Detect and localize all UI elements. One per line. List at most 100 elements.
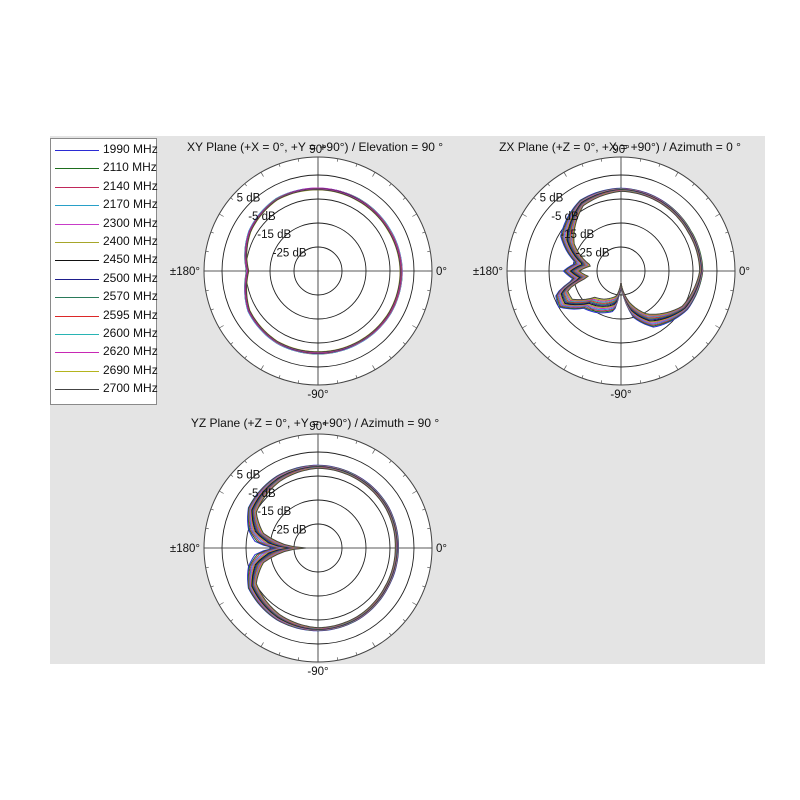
- tick-mark: [427, 566, 431, 569]
- tick-mark: [219, 490, 224, 494]
- tick-mark: [297, 158, 300, 162]
- angle-label-top: 90°: [612, 144, 629, 156]
- tick-mark: [210, 231, 214, 234]
- tick-mark: [205, 566, 209, 569]
- tick-mark: [412, 213, 417, 217]
- legend-label: 2300 MHz: [103, 215, 158, 230]
- tick-mark: [260, 642, 264, 647]
- ring-label: -15 dB: [257, 506, 291, 518]
- angle-label-right: 0°: [739, 266, 750, 278]
- tick-mark: [639, 158, 642, 162]
- angle-label-right: 0°: [436, 266, 447, 278]
- tick-mark: [230, 197, 234, 200]
- tick-mark: [658, 163, 661, 167]
- angle-label-left: ±180°: [473, 266, 503, 278]
- tick-mark: [278, 440, 281, 444]
- tick-mark: [219, 213, 224, 217]
- tick-mark: [372, 365, 376, 370]
- tick-mark: [522, 325, 527, 329]
- legend-swatch: [55, 186, 99, 188]
- series-line: [567, 190, 701, 315]
- tick-mark: [422, 308, 426, 311]
- tick-mark: [244, 355, 247, 359]
- angle-label-bottom: -90°: [307, 389, 328, 401]
- tick-mark: [533, 342, 537, 345]
- tick-mark: [412, 325, 417, 329]
- legend-item: 2690 MHz: [51, 362, 158, 380]
- tick-mark: [205, 250, 209, 253]
- tick-mark: [427, 289, 431, 292]
- legend-swatch: [55, 315, 99, 317]
- tick-mark: [297, 435, 300, 439]
- angle-label-left: ±180°: [170, 266, 200, 278]
- tick-mark: [244, 460, 247, 464]
- tick-mark: [508, 250, 512, 253]
- legend-swatch: [55, 389, 99, 391]
- legend-item: 2500 MHz: [51, 270, 158, 288]
- ring-label: -15 dB: [257, 229, 291, 241]
- tick-mark: [336, 158, 339, 162]
- legend-item: 1990 MHz: [51, 141, 158, 159]
- series-line: [245, 189, 401, 353]
- angle-label-left: ±180°: [170, 543, 200, 555]
- ring-label: -25 dB: [273, 248, 307, 260]
- tick-mark: [372, 449, 376, 454]
- tick-mark: [715, 325, 720, 329]
- tick-mark: [402, 619, 406, 622]
- tick-mark: [422, 231, 426, 234]
- tick-mark: [675, 365, 679, 370]
- angle-label-top: 90°: [309, 144, 326, 156]
- tick-mark: [600, 380, 603, 384]
- tick-mark: [355, 375, 358, 379]
- legend-label: 2170 MHz: [103, 197, 158, 212]
- angle-label-right: 0°: [436, 543, 447, 555]
- plot-title: ZX Plane (+Z = 0°, +X = +90°) / Azimuth …: [499, 140, 741, 154]
- legend-label: 1990 MHz: [103, 142, 158, 156]
- legend-swatch: [55, 278, 99, 280]
- tick-mark: [513, 231, 517, 234]
- legend-item: 2140 MHz: [51, 178, 158, 196]
- legend-swatch: [55, 205, 99, 207]
- tick-mark: [278, 375, 281, 379]
- tick-mark: [658, 375, 661, 379]
- legend-swatch: [55, 297, 99, 299]
- tick-mark: [219, 602, 224, 606]
- legend-label: 2450 MHz: [103, 252, 158, 267]
- ring-label: 5 dB: [540, 192, 564, 204]
- tick-mark: [522, 213, 527, 217]
- tick-mark: [427, 250, 431, 253]
- plot-title: YZ Plane (+Z = 0°, +Y = +90°) / Azimuth …: [191, 416, 440, 430]
- tick-mark: [336, 657, 339, 661]
- tick-mark: [389, 355, 392, 359]
- tick-mark: [547, 183, 550, 187]
- legend-label: 2500 MHz: [103, 270, 158, 285]
- angle-label-top: 90°: [309, 421, 326, 433]
- legend: 1990 MHz 2110 MHz 2140 MHz 2170 MHz 2300 MHz…: [50, 138, 158, 405]
- tick-mark: [205, 527, 209, 530]
- polar-plot-1: XY Plane (+X = 0°, +Y = +90°) / Elevatio…: [170, 140, 447, 401]
- legend-item: 2450 MHz: [51, 251, 158, 269]
- legend-item: 2110 MHz: [51, 159, 157, 177]
- tick-mark: [427, 527, 431, 530]
- angle-label-bottom: -90°: [610, 389, 631, 401]
- tick-mark: [355, 440, 358, 444]
- legend-item: 2620 MHz: [51, 343, 158, 361]
- ring-label: -25 dB: [273, 525, 307, 537]
- tick-mark: [372, 642, 376, 647]
- plot-title: XY Plane (+X = 0°, +Y = +90°) / Elevatio…: [187, 140, 443, 154]
- legend-swatch: [55, 260, 99, 262]
- tick-mark: [533, 197, 537, 200]
- tick-mark: [336, 435, 339, 439]
- tick-mark: [230, 619, 234, 622]
- legend-swatch: [55, 168, 99, 170]
- legend-label: 2595 MHz: [103, 307, 158, 322]
- legend-label: 2570 MHz: [103, 289, 158, 304]
- legend-swatch: [55, 370, 99, 372]
- tick-mark: [730, 289, 734, 292]
- tick-mark: [563, 172, 567, 177]
- tick-mark: [372, 172, 376, 177]
- tick-mark: [692, 183, 695, 187]
- polar-plot-3: YZ Plane (+Z = 0°, +Y = +90°) / Azimuth …: [170, 416, 447, 678]
- legend-label: 2620 MHz: [103, 344, 158, 359]
